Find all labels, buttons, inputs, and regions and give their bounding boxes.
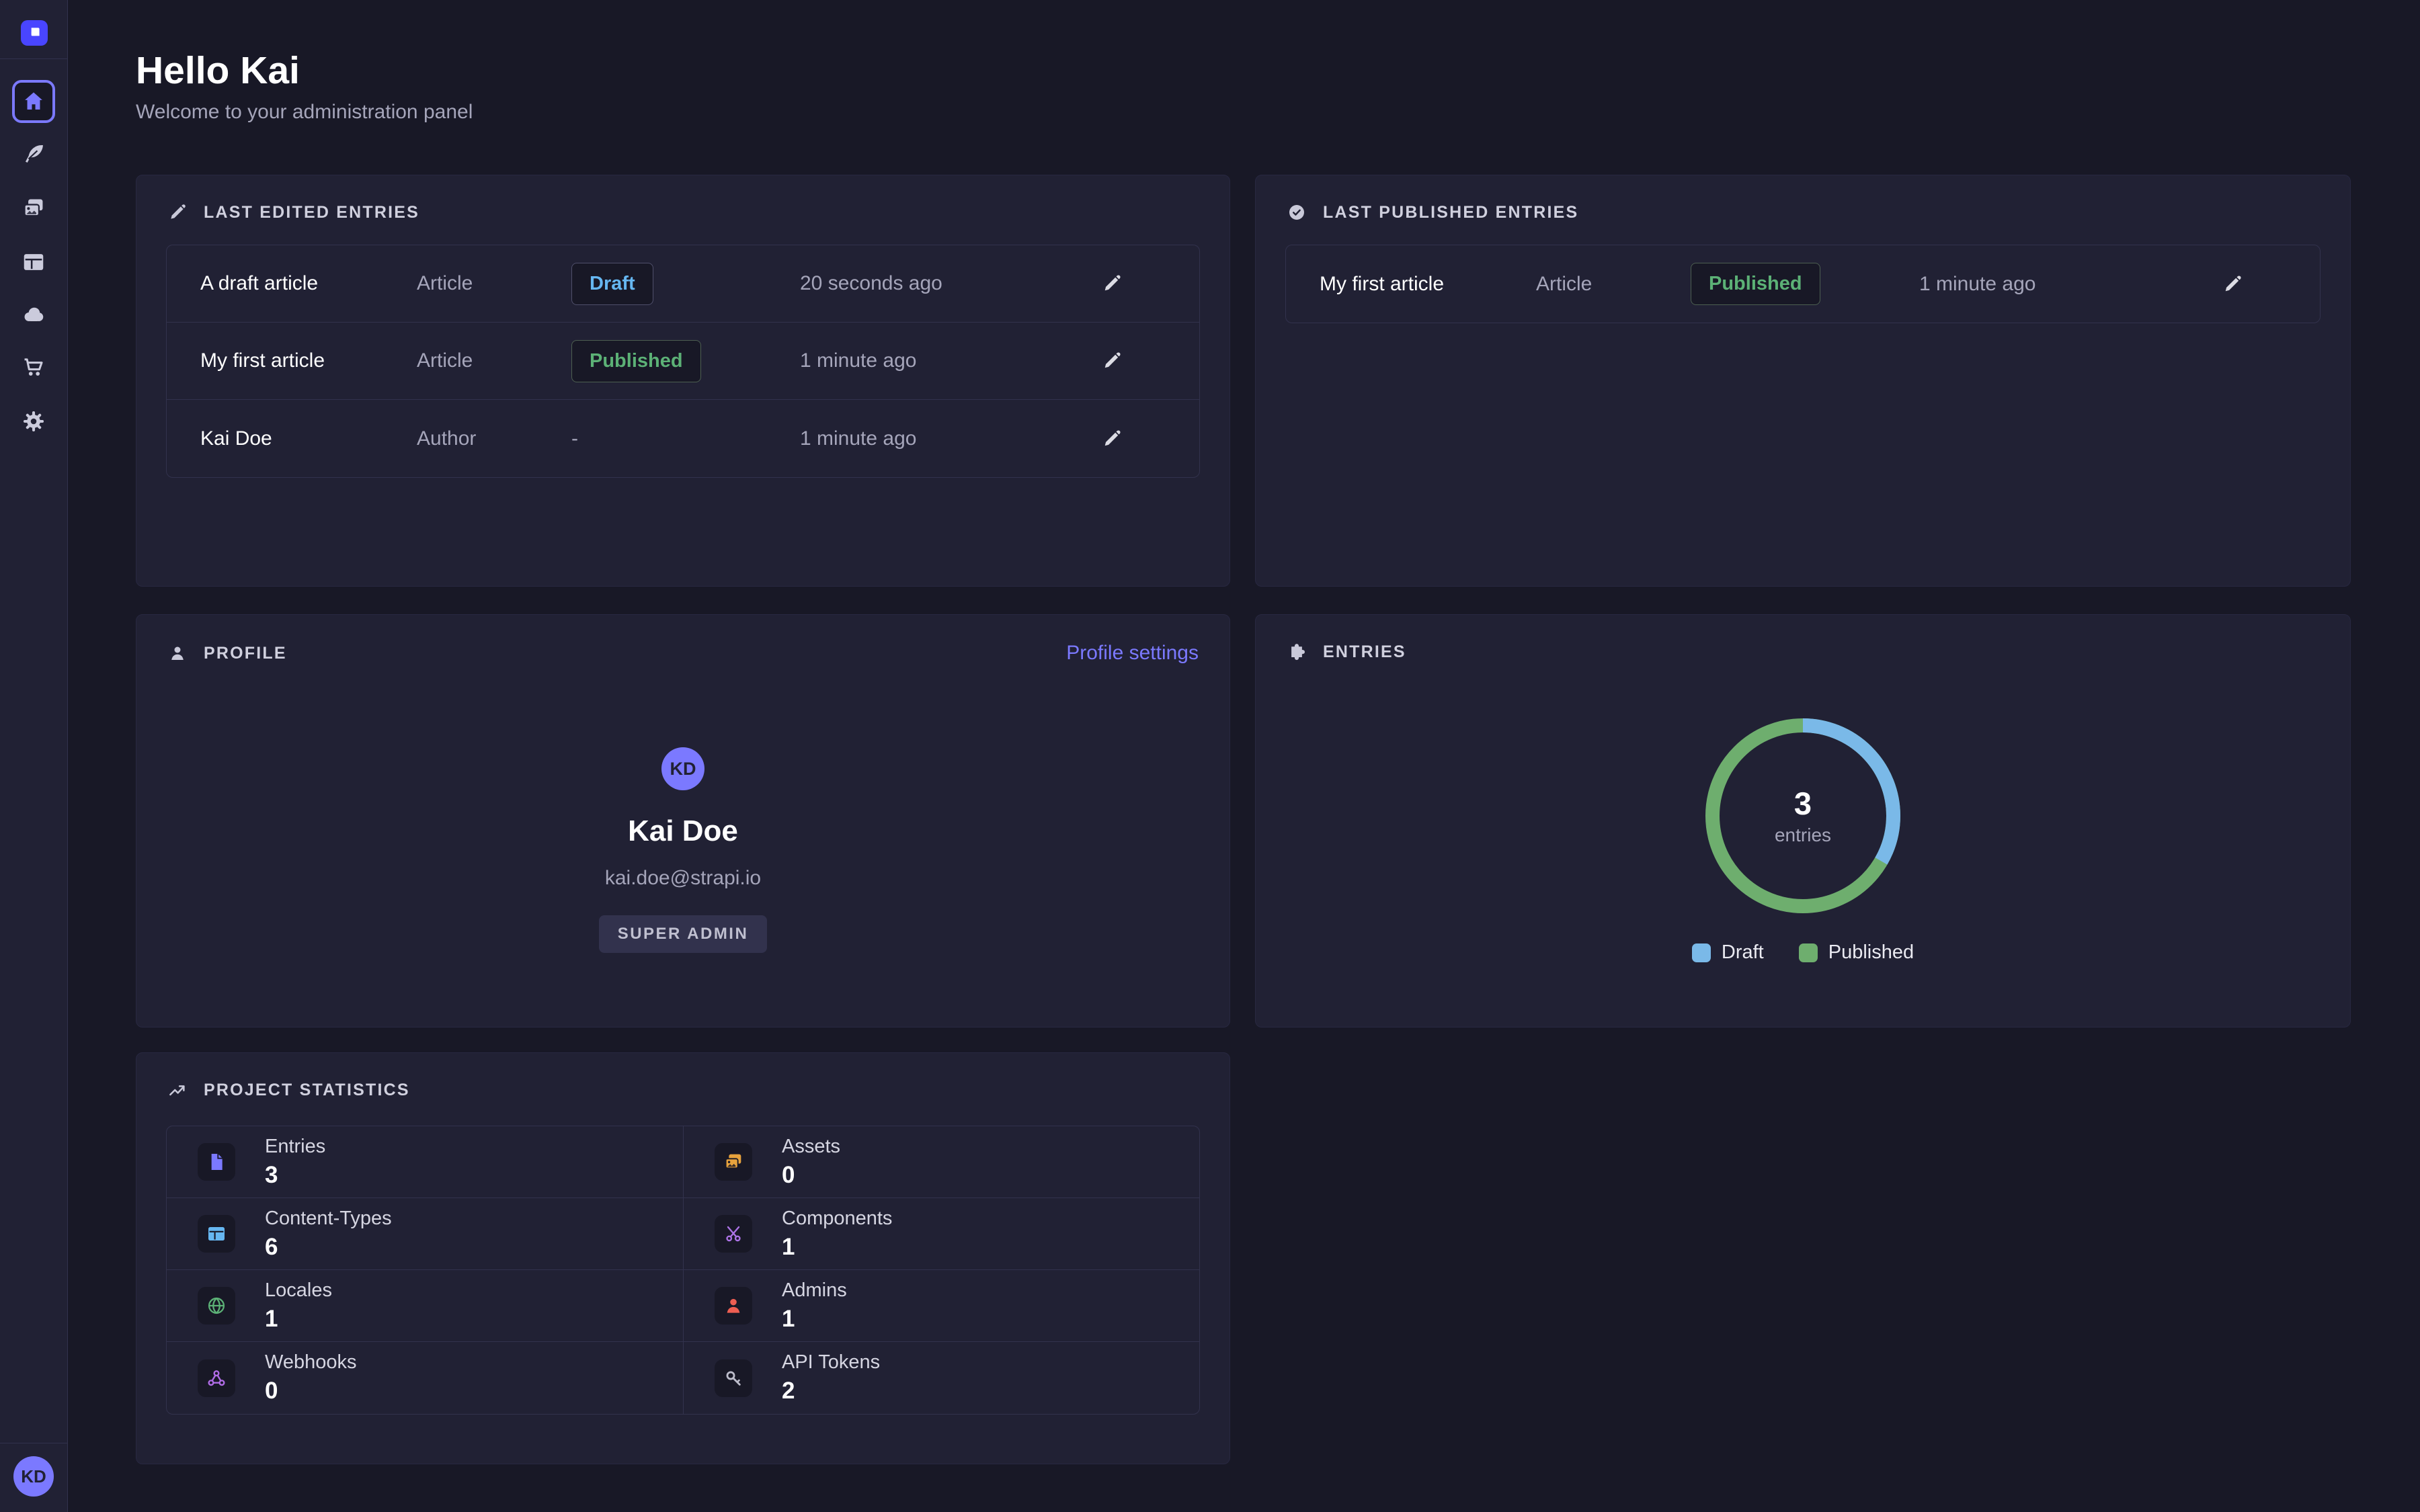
last-published-entries-card: LAST PUBLISHED ENTRIES My first article … bbox=[1255, 175, 2351, 587]
table-row: A draft article Article Draft 20 seconds… bbox=[167, 245, 1199, 323]
entry-name: My first article bbox=[1320, 272, 1445, 295]
entry-time: 1 minute ago bbox=[800, 349, 917, 372]
cloud-icon bbox=[24, 307, 44, 321]
entry-time: 20 seconds ago bbox=[800, 272, 942, 294]
webhook-icon bbox=[208, 1370, 225, 1386]
published-swatch bbox=[1798, 943, 1818, 962]
pencil-icon bbox=[1104, 352, 1121, 368]
profile-name: Kai Doe bbox=[628, 814, 738, 847]
entry-time: 1 minute ago bbox=[800, 427, 917, 450]
stat-api-tokens: API Tokens 2 bbox=[683, 1342, 1199, 1414]
status-badge: Published bbox=[571, 339, 701, 382]
sidebar-divider bbox=[0, 58, 67, 59]
pencil-icon bbox=[1104, 429, 1121, 446]
legend-item-published: Published bbox=[1798, 941, 1914, 964]
table-row: My first article Article Published 1 min… bbox=[167, 323, 1199, 400]
globe-icon bbox=[208, 1297, 225, 1314]
stats-table: Entries 3 Assets 0 Content-Types 6 bbox=[166, 1126, 1200, 1415]
draft-swatch bbox=[1691, 943, 1711, 962]
images-icon bbox=[725, 1154, 741, 1169]
stat-content-types: Content-Types 6 bbox=[167, 1198, 683, 1270]
legend-item-draft: Draft bbox=[1691, 941, 1764, 964]
strapi-logo[interactable] bbox=[21, 20, 48, 46]
edit-entry-button[interactable] bbox=[1096, 423, 1128, 455]
strapi-logo-icon bbox=[31, 28, 40, 36]
sidebar-item-media-library[interactable] bbox=[12, 187, 55, 230]
entry-kind: Article bbox=[417, 349, 473, 372]
entry-kind: Article bbox=[1536, 272, 1592, 295]
entries-donut-chart: 3 entries bbox=[1695, 708, 1910, 923]
edit-entry-button[interactable] bbox=[1096, 345, 1128, 377]
stat-assets: Assets 0 bbox=[683, 1126, 1199, 1198]
trend-icon bbox=[167, 1080, 188, 1100]
key-icon bbox=[726, 1371, 741, 1386]
card-title: LAST EDITED ENTRIES bbox=[204, 202, 419, 222]
sidebar-item-content-type-builder[interactable] bbox=[12, 241, 55, 284]
user-icon bbox=[167, 643, 188, 663]
donut-center-value: 3 bbox=[1793, 785, 1812, 821]
stat-locales: Locales 1 bbox=[167, 1270, 683, 1342]
home-icon bbox=[25, 92, 42, 110]
status-dash: - bbox=[571, 427, 578, 450]
last-edited-table: A draft article Article Draft 20 seconds… bbox=[166, 245, 1200, 478]
table-row: My first article Article Published 1 min… bbox=[1286, 245, 2320, 323]
sidebar-item-settings[interactable] bbox=[12, 400, 55, 443]
stat-webhooks: Webhooks 0 bbox=[167, 1342, 683, 1414]
table-row: Kai Doe Author - 1 minute ago bbox=[167, 400, 1199, 477]
card-title: PROFILE bbox=[204, 643, 287, 663]
pencil-icon bbox=[2225, 275, 2241, 291]
sidebar-item-content-manager[interactable] bbox=[12, 133, 55, 176]
entry-time: 1 minute ago bbox=[1919, 272, 2036, 295]
user-avatar[interactable]: KD bbox=[13, 1456, 54, 1497]
stat-entries: Entries 3 bbox=[167, 1126, 683, 1198]
stat-components: Components 1 bbox=[683, 1198, 1199, 1270]
page-title: Hello Kai bbox=[136, 49, 300, 92]
document-icon bbox=[211, 1154, 223, 1170]
entry-name: My first article bbox=[200, 349, 325, 372]
project-statistics-card: PROJECT STATISTICS Entries 3 Assets 0 bbox=[136, 1052, 1230, 1464]
avatar: KD bbox=[661, 747, 704, 790]
layout-icon bbox=[24, 254, 44, 270]
chart-legend: Draft Published bbox=[1256, 941, 2350, 964]
sidebar-item-home[interactable] bbox=[12, 80, 55, 123]
last-published-table: My first article Article Published 1 min… bbox=[1285, 245, 2321, 323]
user-icon bbox=[727, 1298, 740, 1313]
entry-name: A draft article bbox=[200, 272, 319, 294]
feather-icon bbox=[25, 144, 43, 163]
puzzle-icon bbox=[1287, 642, 1307, 662]
entry-kind: Article bbox=[417, 272, 473, 294]
entry-name: Kai Doe bbox=[200, 427, 272, 450]
sidebar-item-cloud[interactable] bbox=[12, 293, 55, 336]
donut-center-label: entries bbox=[1774, 824, 1832, 845]
scissors-icon bbox=[726, 1226, 741, 1242]
profile-email: kai.doe@strapi.io bbox=[604, 867, 762, 889]
last-edited-entries-card: LAST EDITED ENTRIES A draft article Arti… bbox=[136, 175, 1230, 587]
status-badge: Draft bbox=[571, 262, 653, 305]
edit-entry-button[interactable] bbox=[2216, 268, 2249, 300]
sidebar: KD bbox=[0, 0, 68, 1512]
edit-entry-button[interactable] bbox=[1096, 267, 1128, 300]
check-circle-icon bbox=[1287, 202, 1307, 222]
status-badge: Published bbox=[1691, 263, 1820, 305]
pencil-icon bbox=[1104, 275, 1121, 291]
card-title: PROJECT STATISTICS bbox=[204, 1080, 410, 1099]
pencil-icon bbox=[167, 202, 188, 222]
media-library-icon bbox=[24, 199, 43, 217]
sidebar-item-marketplace[interactable] bbox=[12, 345, 55, 388]
donut-draft-arc bbox=[1705, 718, 1900, 913]
card-title: LAST PUBLISHED ENTRIES bbox=[1323, 202, 1579, 222]
profile-card: PROFILE Profile settings KD Kai Doe kai.… bbox=[136, 614, 1230, 1027]
layout-icon bbox=[208, 1227, 225, 1241]
entry-kind: Author bbox=[417, 427, 477, 450]
role-badge: SUPER ADMIN bbox=[598, 915, 768, 953]
entries-card: ENTRIES 3 entries Draft Published bbox=[1255, 614, 2351, 1027]
gear-icon bbox=[23, 411, 44, 432]
card-title: ENTRIES bbox=[1323, 642, 1406, 661]
page-subtitle: Welcome to your administration panel bbox=[136, 101, 473, 123]
stat-admins: Admins 1 bbox=[683, 1270, 1199, 1342]
cart-icon bbox=[24, 358, 43, 376]
profile-settings-link[interactable]: Profile settings bbox=[1066, 642, 1199, 664]
